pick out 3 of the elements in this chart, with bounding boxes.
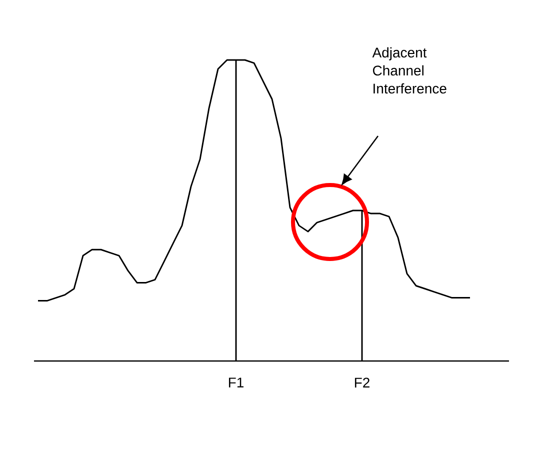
annotation: Adjacent Channel Interference (372, 47, 446, 94)
x-tick-label: F2 (354, 378, 370, 388)
x-tick-label: F1 (228, 378, 244, 388)
